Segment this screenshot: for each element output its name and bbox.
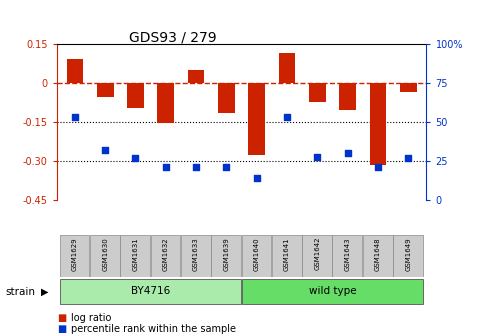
Bar — [332, 235, 362, 277]
Point — [253, 176, 261, 181]
Bar — [393, 235, 423, 277]
Bar — [60, 235, 89, 277]
Text: wild type: wild type — [309, 287, 356, 296]
Point — [314, 154, 321, 159]
Point — [71, 115, 79, 120]
Bar — [188, 70, 205, 83]
Bar — [211, 235, 241, 277]
Text: GSM1631: GSM1631 — [133, 237, 139, 270]
Text: strain: strain — [5, 287, 35, 297]
Bar — [248, 83, 265, 155]
Point — [222, 165, 230, 170]
Point — [192, 165, 200, 170]
Text: GSM1629: GSM1629 — [72, 237, 78, 270]
Text: GDS93 / 279: GDS93 / 279 — [129, 30, 216, 44]
Bar — [370, 83, 387, 165]
Text: percentile rank within the sample: percentile rank within the sample — [71, 324, 237, 334]
Bar — [339, 83, 356, 110]
Text: BY4716: BY4716 — [131, 287, 170, 296]
Bar — [272, 235, 302, 277]
Point — [344, 151, 352, 156]
Bar — [309, 83, 326, 102]
Text: ▶: ▶ — [41, 287, 48, 297]
Text: ■: ■ — [57, 312, 66, 323]
Text: log ratio: log ratio — [71, 312, 112, 323]
Text: ■: ■ — [57, 324, 66, 334]
Text: GSM1649: GSM1649 — [405, 237, 411, 270]
Text: GSM1641: GSM1641 — [284, 237, 290, 270]
Bar — [363, 235, 392, 277]
Bar — [157, 83, 174, 123]
Bar — [60, 279, 241, 304]
Text: GSM1648: GSM1648 — [375, 237, 381, 270]
Bar — [97, 83, 113, 97]
Point — [404, 155, 412, 161]
Bar — [242, 235, 271, 277]
Text: GSM1639: GSM1639 — [223, 237, 229, 270]
Bar — [67, 59, 83, 83]
Text: GSM1640: GSM1640 — [254, 237, 260, 270]
Bar — [279, 53, 295, 83]
Bar — [181, 235, 211, 277]
Bar — [120, 235, 150, 277]
Text: GSM1643: GSM1643 — [345, 237, 351, 270]
Bar — [151, 235, 180, 277]
Text: GSM1630: GSM1630 — [102, 237, 108, 270]
Point — [101, 148, 109, 153]
Point — [132, 155, 140, 161]
Text: GSM1632: GSM1632 — [163, 237, 169, 270]
Text: GSM1633: GSM1633 — [193, 237, 199, 270]
Point — [374, 165, 382, 170]
Bar — [218, 83, 235, 113]
Bar — [302, 235, 332, 277]
Bar — [127, 83, 144, 108]
Bar — [90, 235, 120, 277]
Point — [162, 165, 170, 170]
Text: GSM1642: GSM1642 — [315, 237, 320, 270]
Point — [283, 115, 291, 120]
Bar — [400, 83, 417, 92]
Bar — [242, 279, 423, 304]
